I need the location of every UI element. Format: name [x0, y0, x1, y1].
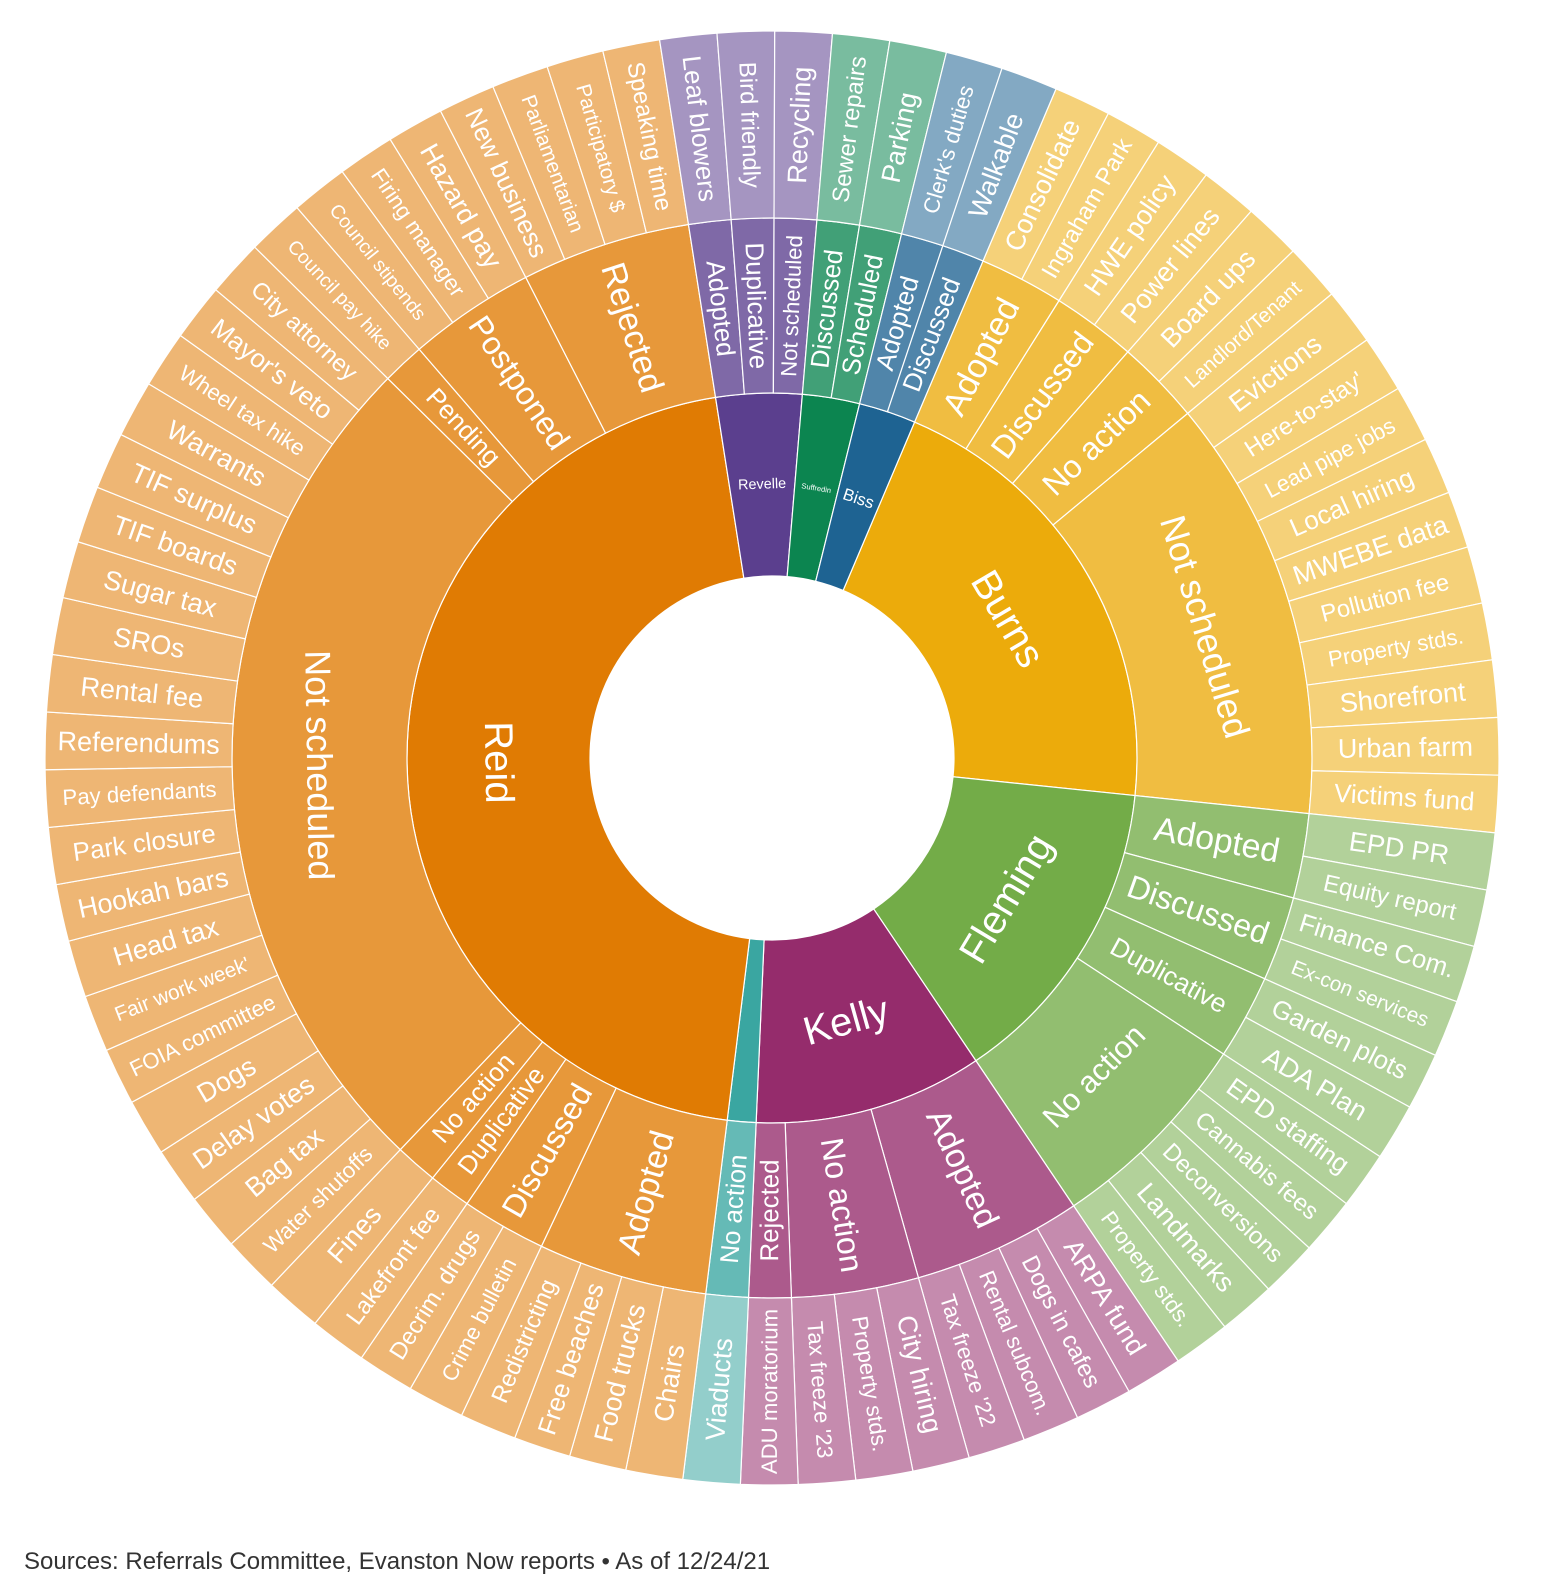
item-label-revelle-not-scheduled-recycling: Recycling [782, 66, 817, 184]
item-label-revelle-duplicative-bird-friendly: Bird friendly [733, 61, 765, 188]
item-label-kelly-rejected-adu-moratorium: ADU moratorium [757, 1309, 783, 1474]
sunburst-chart: Burns Adopted Consolidate Ingraham Park Disc… [44, 30, 1500, 1486]
item-label-burns-not-scheduled-urban-farm: Urban farm [1338, 732, 1474, 764]
source-note: Sources: Referrals Committee, Evanston N… [24, 1548, 771, 1575]
item-arc-biss-discussed-walkable [942, 67, 1057, 262]
status-label-reid-not-scheduled: Not scheduled [297, 650, 342, 881]
member-label-reid: Reid [476, 721, 521, 804]
status-label-revelle-duplicative: Duplicative [739, 242, 772, 370]
member-label-revelle: Revelle [738, 476, 787, 494]
status-label-kelly-rejected: Rejected [756, 1159, 784, 1261]
status-label-revelle-not-scheduled: Not scheduled [776, 235, 807, 378]
item-label-reid-not-scheduled-referendums: Referendums [57, 726, 220, 760]
